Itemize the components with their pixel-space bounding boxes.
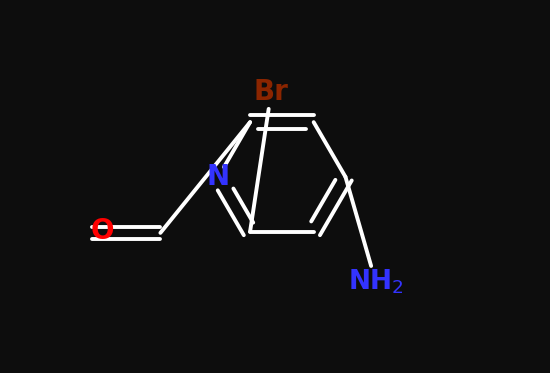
Text: NH$_2$: NH$_2$ bbox=[348, 267, 404, 296]
Text: O: O bbox=[91, 217, 114, 245]
Text: Br: Br bbox=[254, 78, 289, 106]
Text: N: N bbox=[207, 163, 230, 191]
